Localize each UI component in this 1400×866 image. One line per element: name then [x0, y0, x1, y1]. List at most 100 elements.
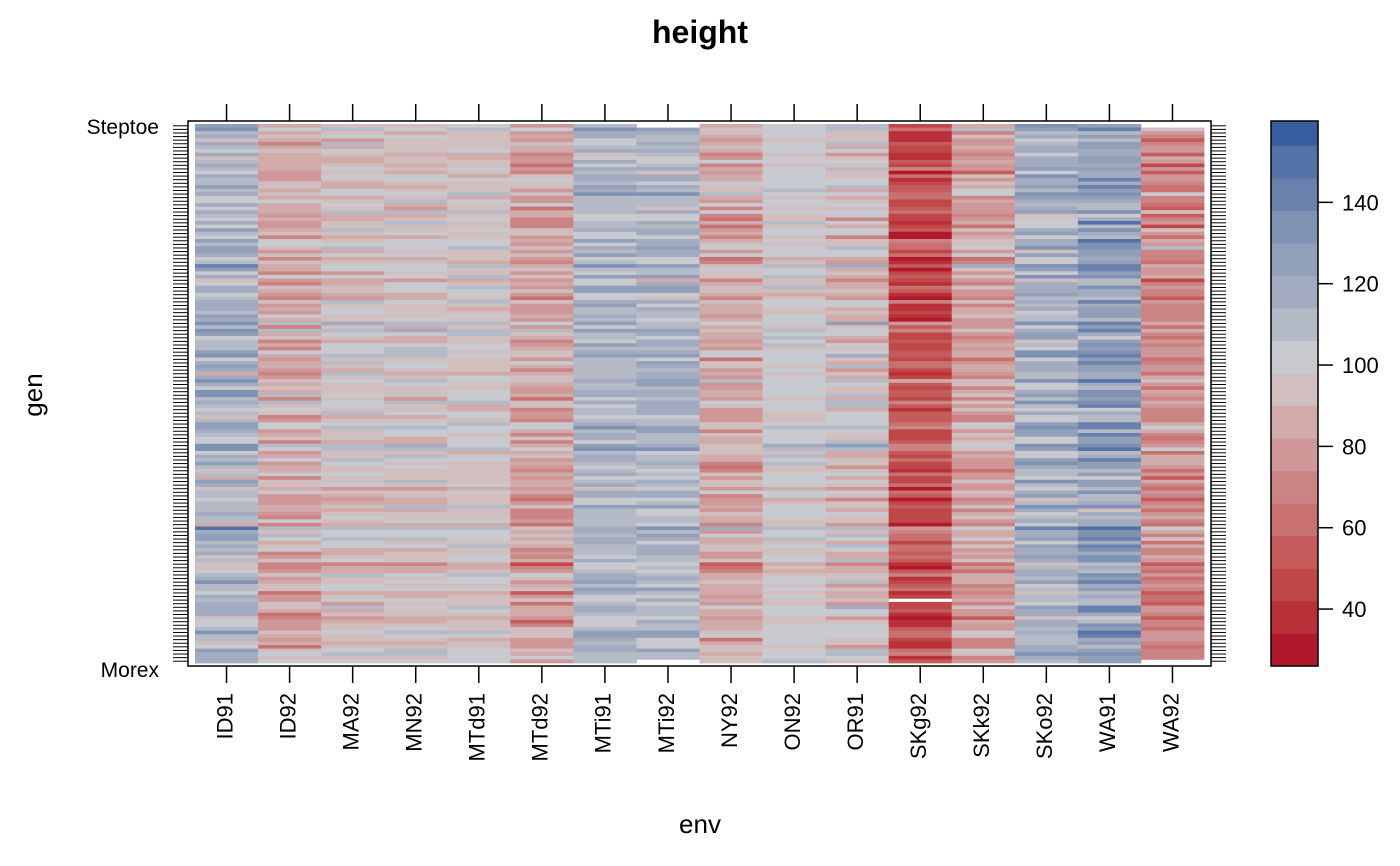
- heatmap-cell: [195, 411, 259, 416]
- heatmap-cell: [888, 429, 953, 434]
- heatmap-cell: [1014, 655, 1079, 660]
- heatmap-cell: [384, 163, 448, 168]
- heatmap-cell: [510, 300, 574, 305]
- heatmap-cell: [951, 368, 1016, 373]
- heatmap-cell: [447, 364, 511, 369]
- heatmap-cell: [1077, 637, 1142, 642]
- heatmap-cell: [195, 612, 259, 617]
- heatmap-cell: [1077, 548, 1142, 552]
- heatmap-cell: [825, 425, 890, 430]
- heatmap-cell: [888, 163, 953, 168]
- x-tick-label: MTi91: [591, 693, 616, 753]
- heatmap-cell: [699, 203, 763, 208]
- heatmap-cell: [699, 296, 763, 301]
- heatmap-cell: [1140, 630, 1205, 635]
- heatmap-cell: [1140, 224, 1205, 229]
- heatmap-cell: [321, 361, 385, 366]
- heatmap-cell: [573, 540, 637, 545]
- heatmap-cell: [888, 156, 953, 161]
- heatmap-cell: [1077, 375, 1142, 380]
- heatmap-cell: [510, 253, 574, 258]
- heatmap-cell: [825, 181, 890, 186]
- heatmap-cell: [195, 404, 259, 409]
- heatmap-cell: [321, 397, 385, 402]
- heatmap-cell: [1014, 174, 1079, 179]
- heatmap-cell: [699, 530, 763, 535]
- heatmap-cell: [1077, 321, 1142, 326]
- heatmap-cell: [195, 634, 259, 639]
- heatmap-cell: [321, 321, 385, 326]
- heatmap-cell: [1140, 397, 1205, 402]
- heatmap-cell: [636, 278, 700, 283]
- heatmap-cell: [1140, 476, 1205, 481]
- heatmap-cell: [447, 612, 511, 617]
- heatmap-cell: [636, 264, 700, 269]
- heatmap-cell: [195, 296, 259, 301]
- heatmap-cell: [888, 336, 953, 340]
- heatmap-cell: [384, 282, 448, 287]
- heatmap-cell: [825, 594, 890, 599]
- heatmap-cell: [321, 134, 385, 139]
- heatmap-cell: [825, 343, 890, 348]
- heatmap-cell: [699, 346, 763, 351]
- heatmap-cell: [321, 289, 385, 294]
- heatmap-cell: [636, 274, 700, 279]
- heatmap-cell: [384, 522, 448, 527]
- heatmap-cell: [258, 411, 322, 416]
- heatmap-cell: [1014, 371, 1079, 376]
- heatmap-cell: [762, 648, 827, 653]
- heatmap-cell: [510, 192, 574, 197]
- heatmap-cell: [699, 174, 763, 179]
- heatmap-cell: [321, 307, 385, 312]
- heatmap-cell: [447, 548, 511, 552]
- heatmap-cell: [195, 569, 259, 574]
- heatmap-cell: [321, 652, 385, 657]
- heatmap-cell: [258, 591, 322, 596]
- heatmap-cell: [825, 141, 890, 146]
- heatmap-cell: [762, 512, 827, 517]
- heatmap-cell: [510, 228, 574, 233]
- heatmap-cell: [258, 479, 322, 484]
- heatmap-cell: [1014, 411, 1079, 416]
- heatmap-cell: [258, 274, 322, 279]
- heatmap-cell: [447, 569, 511, 574]
- heatmap-cell: [1140, 195, 1205, 200]
- heatmap-cell: [258, 353, 322, 358]
- heatmap-cell: [321, 156, 385, 161]
- heatmap-cell: [762, 519, 827, 524]
- heatmap-cell: [825, 206, 890, 211]
- heatmap-cell: [510, 652, 574, 657]
- heatmap-cell: [888, 318, 953, 323]
- heatmap-cell: [195, 292, 259, 297]
- heatmap-cell: [195, 494, 259, 499]
- heatmap-cell: [573, 213, 637, 218]
- heatmap-cell: [888, 238, 953, 243]
- heatmap-cell: [258, 185, 322, 190]
- heatmap-cell: [1014, 346, 1079, 351]
- heatmap-cell: [825, 569, 890, 574]
- heatmap-cell: [888, 343, 953, 348]
- heatmap-cell: [573, 418, 637, 423]
- heatmap-cell: [384, 612, 448, 617]
- heatmap-cell: [510, 307, 574, 312]
- heatmap-cell: [321, 210, 385, 215]
- heatmap-cell: [699, 145, 763, 150]
- heatmap-cell: [699, 540, 763, 545]
- heatmap-cell: [258, 468, 322, 473]
- heatmap-cell: [1014, 321, 1079, 326]
- heatmap-cell: [258, 325, 322, 330]
- heatmap-cell: [888, 131, 953, 136]
- heatmap-cell: [1140, 612, 1205, 617]
- heatmap-cell: [636, 138, 700, 143]
- heatmap-cell: [1140, 497, 1205, 502]
- heatmap-cell: [384, 141, 448, 146]
- heatmap-cell: [573, 371, 637, 376]
- heatmap-cell: [699, 238, 763, 243]
- heatmap-cell: [888, 634, 953, 639]
- heatmap-cell: [384, 407, 448, 412]
- heatmap-cell: [321, 332, 385, 337]
- heatmap-cell: [1077, 353, 1142, 358]
- heatmap-cell: [699, 217, 763, 222]
- heatmap-cell: [384, 264, 448, 269]
- heatmap-cell: [573, 461, 637, 466]
